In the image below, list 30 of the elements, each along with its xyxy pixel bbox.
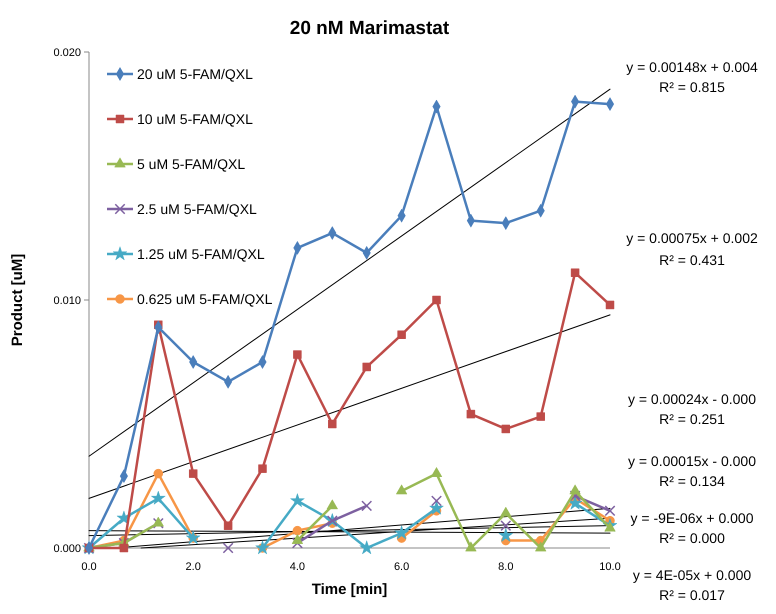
- x-tick-label: 2.0: [186, 561, 201, 573]
- x-tick-label: 0.0: [81, 561, 97, 573]
- text: y = 4E-05x + 0.000: [632, 567, 752, 583]
- text: y = 0.00015x - 0.000: [628, 453, 756, 469]
- y-tick-label: 0.010: [53, 294, 81, 307]
- legend-label: 2.5 uM 5-FAM/QXL: [137, 200, 258, 217]
- text: y = 0.00075x + 0.002: [626, 230, 758, 246]
- y-axis-title: Product [uM]: [9, 254, 26, 346]
- legend-label: 5 uM 5-FAM/QXL: [137, 156, 246, 172]
- text: y = -9E-06x + 0.000: [630, 510, 754, 526]
- y-tick-label: 0.020: [53, 46, 81, 59]
- x-tick-label: 6.0: [394, 561, 410, 573]
- chart-title: 20 nM Marimastat: [290, 18, 450, 39]
- legend-label: 1.25 uM 5-FAM/QXL: [137, 246, 265, 262]
- text: R² = 0.000: [659, 530, 726, 546]
- text: R² = 0.017: [659, 587, 726, 603]
- y-tick-label: 0.000: [53, 542, 81, 555]
- x-tick-label: 10.0: [599, 561, 621, 573]
- x-tick-label: 8.0: [498, 561, 514, 573]
- text: y = 0.00148x + 0.004: [626, 59, 758, 75]
- legend-label: 10 uM 5-FAM/QXL: [137, 110, 254, 127]
- text: y = 0.00024x - 0.000: [628, 391, 756, 407]
- text: R² = 0.431: [659, 252, 726, 268]
- legend-label: 20 uM 5-FAM/QXL: [137, 66, 254, 82]
- text: R² = 0.815: [659, 79, 726, 95]
- x-tick-label: 4.0: [290, 561, 306, 573]
- x-axis-title: Time [min]: [312, 581, 388, 598]
- text: R² = 0.251: [659, 411, 726, 427]
- legend-label: 0.625 uM 5-FAM/QXL: [137, 290, 273, 307]
- text: R² = 0.134: [659, 473, 726, 489]
